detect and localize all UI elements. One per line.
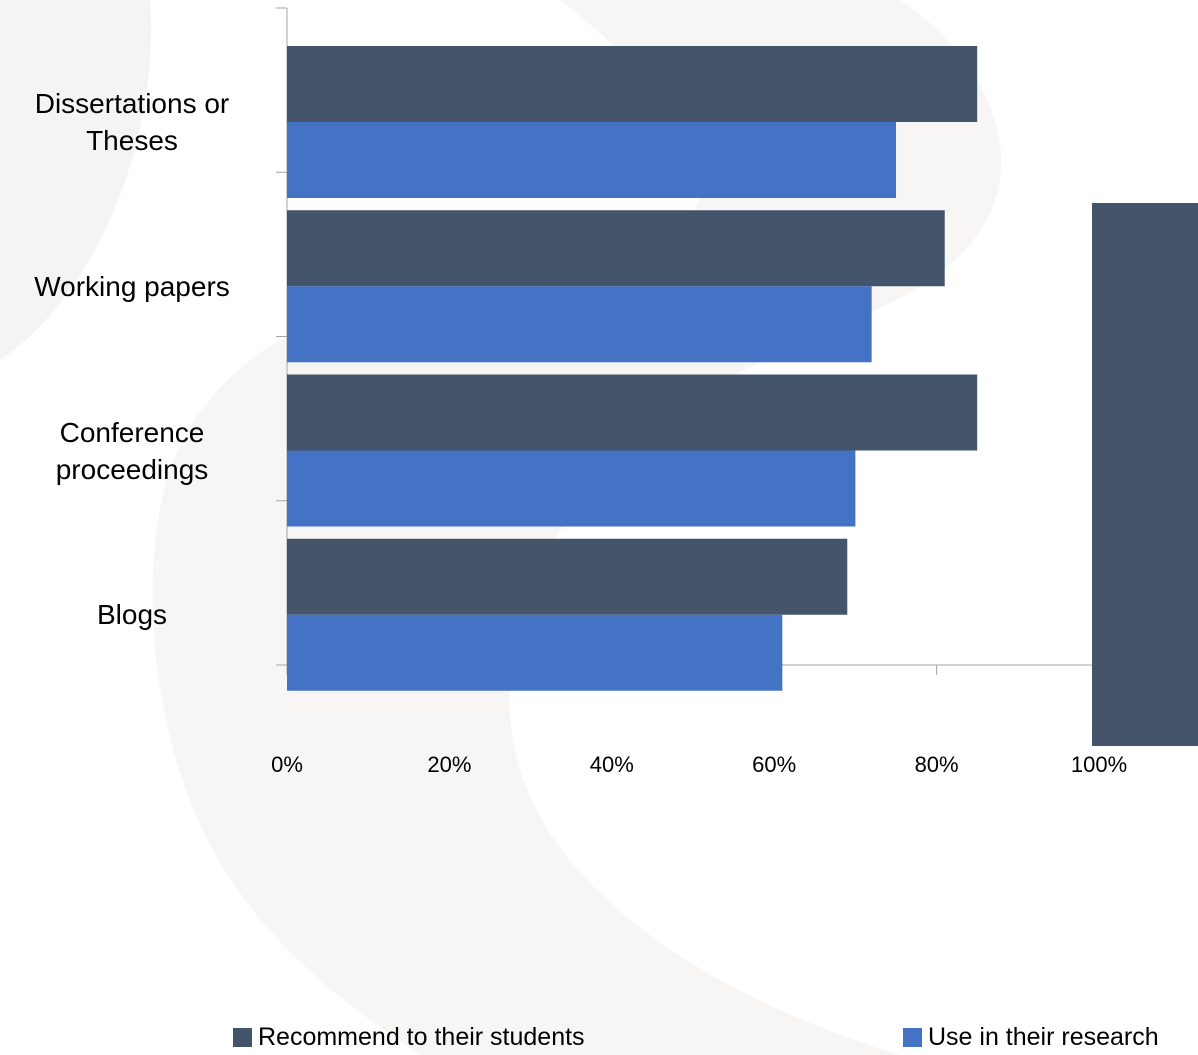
bars [287,46,977,691]
x-tick-label: 0% [237,752,337,778]
category-label-line: Theses [12,122,252,159]
bar-research [287,286,872,362]
category-label-line: Dissertations or [12,85,252,122]
x-tick-label: 80% [887,752,987,778]
bar-recommend [287,375,977,451]
bar-research [287,451,855,527]
category-label-line: Blogs [12,596,252,633]
legend-swatch-research [903,1028,922,1047]
x-tick-label: 60% [724,752,824,778]
legend-label-recommend: Recommend to their students [258,1023,585,1052]
category-label-line: Working papers [12,268,252,305]
bar-recommend [287,46,977,122]
legend-label-research: Use in their research [928,1023,1159,1052]
bar-recommend [287,539,847,615]
legend-item-research: Use in their research [903,1023,1159,1052]
category-label-line: proceedings [12,451,252,488]
legend-item-recommend: Recommend to their students [233,1023,585,1052]
bar-research [287,122,896,198]
x-tick-label: 20% [399,752,499,778]
bar-research [287,615,782,691]
x-tick-label: 100% [1049,752,1149,778]
category-label: Dissertations or Theses [12,85,252,159]
legend-swatch-recommend [233,1028,252,1047]
category-label: Working papers [12,268,252,305]
category-label: Blogs [12,596,252,633]
category-label: Conference proceedings [12,414,252,488]
x-tick-label: 40% [562,752,662,778]
bar-recommend [287,210,945,286]
category-label-line: Conference [12,414,252,451]
